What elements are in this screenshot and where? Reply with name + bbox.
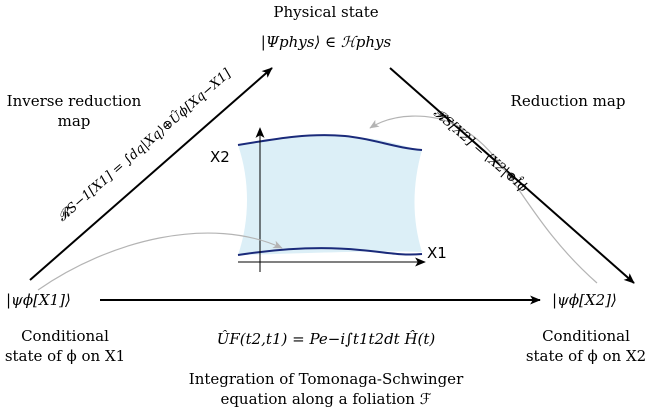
inverse-reduction-arrow: [29, 67, 273, 281]
inverse-map-title-line2: map: [57, 112, 91, 130]
physical-state-formula: |Ψphys⟩ ∈ ℋphys: [260, 33, 392, 51]
physical-state-heading: Physical state: [273, 3, 379, 21]
left-state-ket: |ψϕ[X1]⟩: [6, 291, 71, 309]
reduction-map-title: Reduction map: [510, 92, 626, 110]
evolution-formula: ÛF(t2,t1) = Pe−i∫t1t2dt Ĥ(t): [216, 330, 436, 348]
bottom-caption-line2: equation along a foliation ℱ: [220, 390, 432, 408]
spacetime-region: [238, 135, 422, 255]
right-pointer-arrow: [369, 115, 598, 284]
left-pointer-arrow: [37, 232, 283, 291]
right-state-ket: |ψϕ[X2]⟩: [552, 291, 617, 309]
bottom-caption-line1: Integration of Tomonaga-Schwinger: [188, 370, 464, 388]
inverse-map-title-line1: Inverse reduction: [6, 92, 142, 110]
right-state-caption-line2: state of ϕ on X2: [525, 347, 647, 365]
lower-slice-label: X1: [427, 244, 447, 262]
right-state-caption-line1: Conditional: [542, 327, 630, 345]
left-state-caption-line2: state of ϕ on X1: [4, 347, 126, 365]
left-state-caption-line1: Conditional: [21, 327, 109, 345]
upper-slice-curve: [237, 134, 423, 151]
lower-slice-curve: [237, 247, 423, 256]
reduction-arrow: [389, 67, 635, 284]
upper-slice-label: X2: [210, 148, 230, 166]
